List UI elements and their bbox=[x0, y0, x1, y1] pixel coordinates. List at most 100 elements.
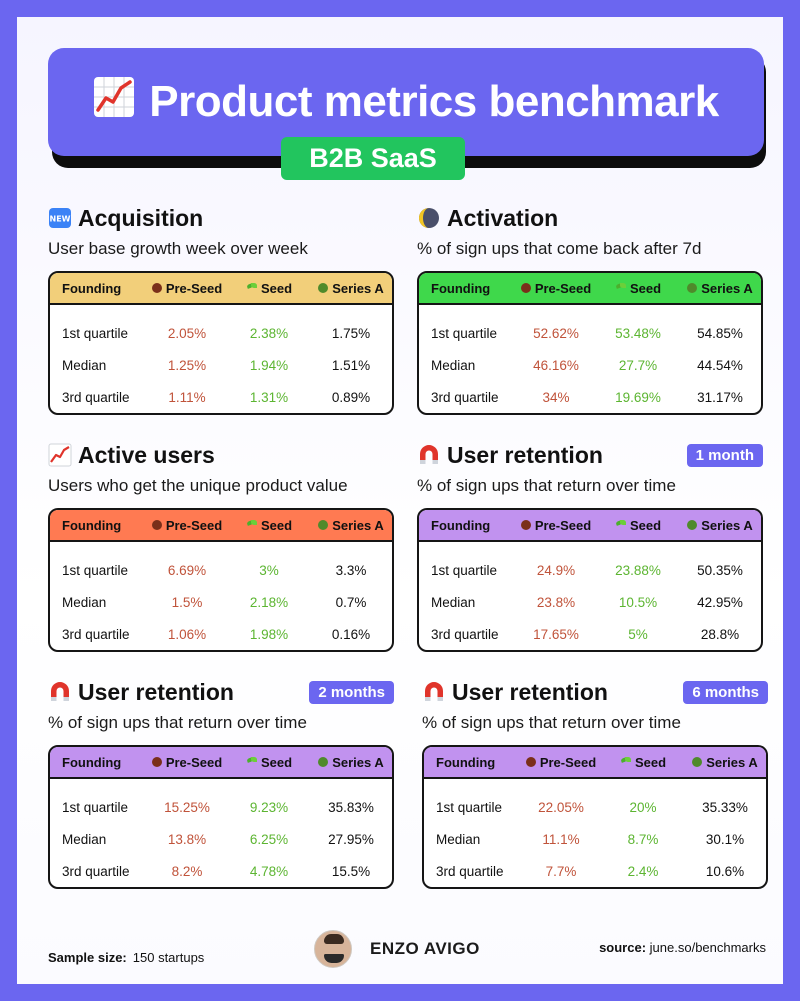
table-row: Median 23.8% 10.5% 42.95% bbox=[419, 586, 761, 618]
table-body: 1st quartile 24.9% 23.88% 50.35% Median 23.8%… bbox=[419, 542, 761, 650]
column-header-seriesa: Series A bbox=[310, 281, 392, 296]
cell-seed: 8.7% bbox=[627, 831, 659, 847]
row-label: 3rd quartile bbox=[62, 389, 130, 405]
table-header: Founding Pre-Seed Seed Series A bbox=[50, 510, 392, 542]
table-header: Founding Pre-Seed Seed Series A bbox=[419, 510, 761, 542]
column-header-label: Series A bbox=[332, 754, 384, 770]
row-label: 1st quartile bbox=[62, 799, 129, 815]
column-header-label: Seed bbox=[260, 517, 293, 533]
cell-preseed: 2.05% bbox=[167, 325, 207, 341]
cell-preseed: 1.06% bbox=[167, 626, 207, 642]
section-subtitle: % of sign ups that return over time bbox=[417, 476, 676, 495]
table-row: Median 1.5% 2.18% 0.7% bbox=[50, 586, 392, 618]
column-header-label: Series A bbox=[332, 517, 384, 533]
column-header-label: Pre-Seed bbox=[539, 754, 597, 770]
cell-seriesa: 35.33% bbox=[702, 799, 748, 815]
row-label: Median bbox=[62, 831, 107, 847]
magnet-icon bbox=[48, 680, 72, 704]
row-label: 3rd quartile bbox=[431, 626, 499, 642]
column-header-founding: Founding bbox=[62, 754, 122, 770]
cell-seed: 20% bbox=[629, 799, 657, 815]
cell-seed: 1.94% bbox=[249, 357, 289, 373]
magnet-icon bbox=[422, 680, 446, 704]
metric-section: User retention 2 months% of sign ups that… bbox=[48, 677, 394, 889]
cell-preseed: 8.2% bbox=[171, 863, 203, 879]
period-tag: 2 months bbox=[309, 680, 394, 704]
table-row: 1st quartile 15.25% 9.23% 35.83% bbox=[50, 791, 392, 823]
column-header-label: Seed bbox=[260, 280, 293, 296]
section-title: Acquisition bbox=[78, 204, 204, 231]
sprout-icon bbox=[615, 283, 626, 293]
metric-section: Active users Users who get the unique pro… bbox=[48, 440, 394, 652]
sprout-icon bbox=[246, 283, 257, 293]
row-label: 1st quartile bbox=[62, 325, 129, 341]
column-header-label: Seed bbox=[260, 754, 293, 770]
cell-seed: 5% bbox=[628, 626, 648, 642]
sample-size-label: Sample size: bbox=[48, 950, 127, 965]
section-header: Active users bbox=[48, 440, 394, 470]
row-label: 3rd quartile bbox=[431, 389, 499, 405]
cell-seriesa: 0.89% bbox=[331, 389, 371, 405]
cell-preseed: 34% bbox=[542, 389, 570, 405]
row-label: 3rd quartile bbox=[436, 863, 504, 879]
sprout-icon bbox=[615, 520, 626, 530]
section-title: User retention bbox=[78, 678, 234, 705]
cell-seriesa: 27.95% bbox=[328, 831, 374, 847]
period-tag: 1 month bbox=[686, 443, 763, 467]
table-row: Median 11.1% 8.7% 30.1% bbox=[424, 823, 766, 855]
tree-icon bbox=[318, 520, 329, 530]
cell-preseed: 22.05% bbox=[538, 799, 584, 815]
table-row: Median 1.25% 1.94% 1.51% bbox=[50, 349, 392, 381]
cell-seriesa: 0.16% bbox=[331, 626, 371, 642]
period-tag: 6 months bbox=[683, 680, 768, 704]
column-header-label: Pre-Seed bbox=[165, 754, 223, 770]
cell-preseed: 11.1% bbox=[542, 831, 580, 847]
section-title: Active users bbox=[78, 441, 215, 468]
seed-nut-icon bbox=[520, 520, 531, 530]
table-row: 1st quartile 52.62% 53.48% 54.85% bbox=[419, 317, 761, 349]
column-header-preseed: Pre-Seed bbox=[520, 755, 602, 770]
tree-icon bbox=[318, 283, 329, 293]
table-row: 3rd quartile 17.65% 5% 28.8% bbox=[419, 618, 761, 650]
moon-icon bbox=[417, 206, 441, 230]
cell-preseed: 6.69% bbox=[167, 562, 207, 578]
cell-preseed: 46.16% bbox=[533, 357, 579, 373]
cell-seed: 6.25% bbox=[249, 831, 289, 847]
row-label: Median bbox=[62, 357, 107, 373]
section-title: Activation bbox=[447, 204, 559, 231]
row-label: Median bbox=[431, 357, 476, 373]
cell-seed: 1.31% bbox=[249, 389, 289, 405]
svg-text:NEW: NEW bbox=[50, 215, 71, 224]
column-header-seriesa: Series A bbox=[679, 281, 761, 296]
metric-section: NEW Acquisition User base growth week over… bbox=[48, 203, 394, 415]
tree-icon bbox=[692, 757, 703, 767]
table-header: Founding Pre-Seed Seed Series A bbox=[419, 273, 761, 305]
column-header-founding: Founding bbox=[62, 517, 122, 533]
column-header-seriesa: Series A bbox=[310, 518, 392, 533]
table-row: 1st quartile 22.05% 20% 35.33% bbox=[424, 791, 766, 823]
table-row: 1st quartile 6.69% 3% 3.3% bbox=[50, 554, 392, 586]
column-header-seed: Seed bbox=[228, 755, 310, 770]
table-row: 3rd quartile 8.2% 4.78% 15.5% bbox=[50, 855, 392, 887]
row-label: Median bbox=[431, 594, 476, 610]
sprout-icon bbox=[620, 757, 631, 767]
table-header: Founding Pre-Seed Seed Series A bbox=[50, 273, 392, 305]
cell-seed: 2.38% bbox=[249, 325, 289, 341]
cell-seed: 19.69% bbox=[615, 389, 661, 405]
column-header-label: Series A bbox=[701, 517, 753, 533]
row-label: Median bbox=[62, 594, 107, 610]
column-header-seriesa: Series A bbox=[679, 518, 761, 533]
table-row: 1st quartile 24.9% 23.88% 50.35% bbox=[419, 554, 761, 586]
cell-seriesa: 35.83% bbox=[328, 799, 374, 815]
metric-section: User retention 1 month % of sign ups that … bbox=[417, 440, 763, 652]
table-body: 1st quartile 22.05% 20% 35.33% Median 11.1% 8.… bbox=[424, 779, 766, 887]
section-header: NEW Acquisition bbox=[48, 203, 394, 233]
source-link[interactable]: june.so/benchmarks bbox=[649, 940, 766, 955]
benchmark-table: Founding Pre-Seed Seed Series A 1st quartile… bbox=[422, 745, 768, 889]
cell-seed: 4.78% bbox=[249, 863, 289, 879]
cell-preseed: 1.5% bbox=[171, 594, 203, 610]
column-header-founding: Founding bbox=[436, 754, 496, 770]
section-title: User retention bbox=[452, 678, 608, 705]
column-header-preseed: Pre-Seed bbox=[146, 518, 228, 533]
column-header-seed: Seed bbox=[597, 518, 679, 533]
